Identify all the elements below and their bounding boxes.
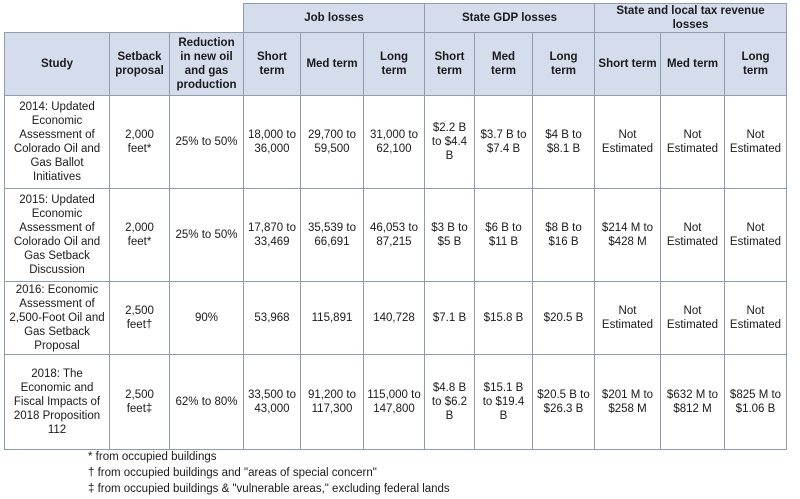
cell-jobs-long: 46,053 to 87,215 [363, 188, 425, 282]
column-header-setback: Setback proposal [109, 32, 170, 96]
column-header-gdp-short: Short term [424, 32, 475, 96]
cell-tax-long: Not Estimated [724, 281, 787, 355]
column-header-tax-long: Long term [724, 32, 787, 96]
cell-study: 2018: The Economic and Fiscal Impacts of… [4, 354, 110, 450]
column-header-tax-short: Short term [594, 32, 661, 96]
cell-setback: 2,500 feet† [109, 281, 170, 355]
cell-jobs-short: 18,000 to 36,000 [243, 95, 301, 189]
group-header-tax-losses: State and local tax revenue losses [594, 3, 787, 33]
cell-setback: 2,000 feet* [109, 95, 170, 189]
cell-jobs-med: 29,700 to 59,500 [300, 95, 364, 189]
cell-study: 2016: Economic Assessment of 2,500-Foot … [4, 281, 110, 355]
footnote: * from occupied buildings [88, 451, 217, 463]
cell-study: 2014: Updated Economic Assessment of Col… [4, 95, 110, 189]
cell-gdp-short: $7.1 B [424, 281, 475, 355]
footnote: ‡ from occupied buildings & "vulnerable … [88, 483, 450, 495]
cell-tax-short: $214 M to $428 M [594, 188, 661, 282]
cell-jobs-long: 115,000 to 147,800 [363, 354, 425, 450]
group-header-gdp-losses: State GDP losses [424, 3, 595, 33]
cell-jobs-short: 33,500 to 43,000 [243, 354, 301, 450]
cell-gdp-med: $15.8 B [474, 281, 533, 355]
column-header-jobs-short: Short term [243, 32, 301, 96]
cell-gdp-med: $15.1 B to $19.4 B [474, 354, 533, 450]
cell-gdp-long: $8 B to $16 B [532, 188, 595, 282]
cell-tax-long: $825 M to $1.06 B [724, 354, 787, 450]
table-row: 2014: Updated Economic Assessment of Col… [4, 95, 787, 189]
cell-gdp-short: $2.2 B to $4.4 B [424, 95, 475, 189]
cell-tax-short: $201 M to $258 M [594, 354, 661, 450]
column-header-jobs-long: Long term [363, 32, 425, 96]
table-row: 2018: The Economic and Fiscal Impacts of… [4, 354, 787, 450]
column-header-gdp-long: Long term [532, 32, 595, 96]
cell-gdp-long: $20.5 B [532, 281, 595, 355]
group-header-row: Job losses State GDP losses State and lo… [4, 3, 787, 33]
cell-reduction: 25% to 50% [169, 188, 244, 282]
cell-gdp-med: $6 B to $11 B [474, 188, 533, 282]
cell-setback: 2,500 feet‡ [109, 354, 170, 450]
column-header-gdp-med: Med term [474, 32, 533, 96]
cell-jobs-med: 35,539 to 66,691 [300, 188, 364, 282]
cell-reduction: 25% to 50% [169, 95, 244, 189]
cell-reduction: 62% to 80% [169, 354, 244, 450]
cell-tax-med: Not Estimated [660, 95, 725, 189]
column-header-study: Study [4, 32, 110, 96]
column-header-reduction: Reduction in new oil and gas production [169, 32, 244, 96]
cell-gdp-long: $4 B to $8.1 B [532, 95, 595, 189]
cell-tax-short: Not Estimated [594, 281, 661, 355]
cell-tax-short: Not Estimated [594, 95, 661, 189]
cell-jobs-med: 91,200 to 117,300 [300, 354, 364, 450]
column-header-tax-med: Med term [660, 32, 725, 96]
cell-tax-long: Not Estimated [724, 188, 787, 282]
table-row: 2015: Updated Economic Assessment of Col… [4, 188, 787, 282]
column-header-jobs-med: Med term [300, 32, 364, 96]
group-header-job-losses: Job losses [243, 3, 425, 33]
cell-gdp-med: $3.7 B to $7.4 B [474, 95, 533, 189]
footnotes: * from occupied buildings † from occupie… [88, 449, 450, 497]
table-container: Job losses State GDP losses State and lo… [4, 3, 787, 450]
column-header-row: Study Setback proposal Reduction in new … [4, 32, 787, 96]
cell-gdp-long: $20.5 B to $26.3 B [532, 354, 595, 450]
cell-jobs-long: 31,000 to 62,100 [363, 95, 425, 189]
cell-tax-med: Not Estimated [660, 188, 725, 282]
cell-jobs-long: 140,728 [363, 281, 425, 355]
cell-setback: 2,000 feet* [109, 188, 170, 282]
cell-tax-med: Not Estimated [660, 281, 725, 355]
header-spacer [4, 3, 244, 33]
cell-jobs-short: 53,968 [243, 281, 301, 355]
table-row: 2016: Economic Assessment of 2,500-Foot … [4, 281, 787, 355]
footnote: † from occupied buildings and "areas of … [88, 467, 377, 479]
cell-tax-long: Not Estimated [724, 95, 787, 189]
cell-study: 2015: Updated Economic Assessment of Col… [4, 188, 110, 282]
economic-impact-table: Job losses State GDP losses State and lo… [4, 3, 787, 450]
cell-reduction: 90% [169, 281, 244, 355]
cell-gdp-short: $4.8 B to $6.2 B [424, 354, 475, 450]
cell-tax-med: $632 M to $812 M [660, 354, 725, 450]
cell-gdp-short: $3 B to $5 B [424, 188, 475, 282]
cell-jobs-short: 17,870 to 33,469 [243, 188, 301, 282]
cell-jobs-med: 115,891 [300, 281, 364, 355]
